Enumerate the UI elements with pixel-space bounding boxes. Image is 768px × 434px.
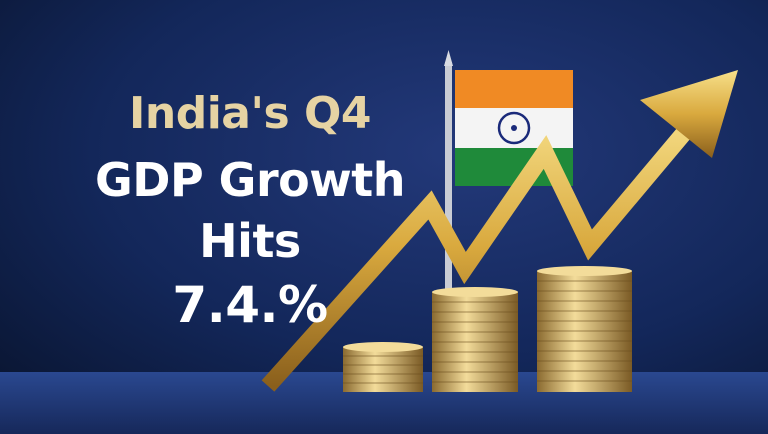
headline-growth-figure: 7.4.% [172, 276, 328, 334]
coin-stack-icon [343, 266, 632, 392]
headline-line-2: GDP Growth [95, 153, 405, 207]
rising-arrow-icon [261, 70, 738, 392]
headline-line-1: India's Q4 [129, 88, 371, 139]
india-flag-icon [444, 50, 573, 352]
headline-line-3: Hits [199, 214, 301, 268]
